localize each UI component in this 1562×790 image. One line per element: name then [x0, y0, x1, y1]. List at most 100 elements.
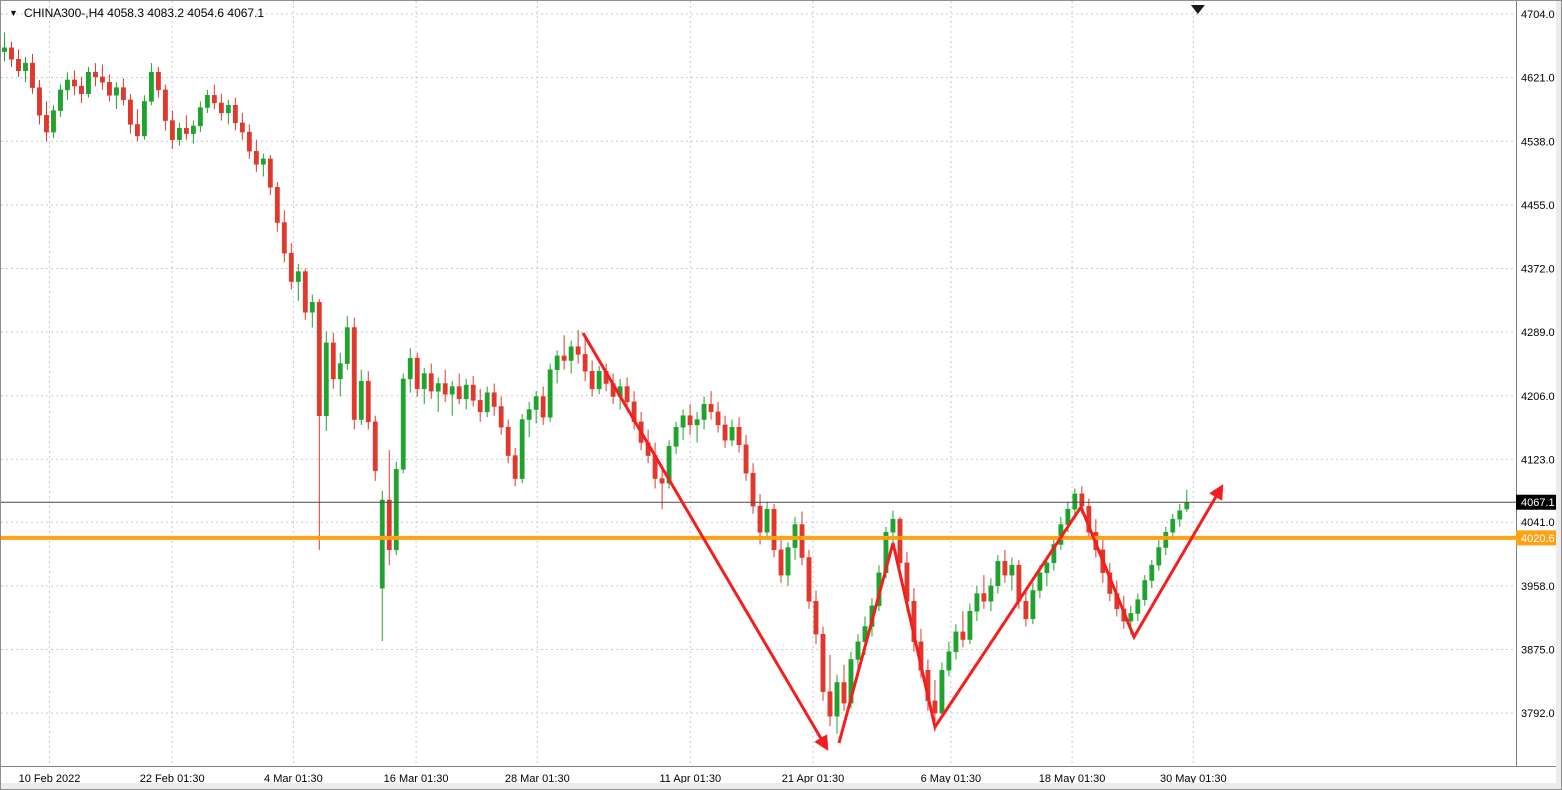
candle-body — [687, 415, 693, 426]
candle — [463, 378, 469, 410]
price-axis[interactable]: 4704.0 4621.0 4538.0 4455.0 4372.0 4289.0 4206… — [1516, 9, 1562, 720]
candle — [715, 401, 721, 433]
candle — [953, 624, 959, 660]
candle — [554, 350, 560, 384]
candle-body — [946, 651, 952, 671]
candle — [302, 268, 308, 320]
candle-body — [708, 403, 714, 413]
candle — [1149, 559, 1155, 589]
candle — [218, 93, 224, 121]
candle-body — [715, 411, 721, 426]
candle-body — [491, 392, 497, 407]
candle — [37, 79, 42, 125]
candle — [253, 139, 259, 172]
candle-body — [554, 355, 560, 370]
candle — [540, 386, 546, 425]
candle — [1142, 575, 1148, 606]
time-axis[interactable]: 10 Feb 2022 22 Feb 01:30 4 Mar 01:30 16 Mar… — [19, 773, 1227, 785]
price-badge-background — [1516, 494, 1561, 510]
candle-body — [694, 419, 700, 426]
candle — [211, 84, 217, 110]
candle — [568, 340, 574, 374]
candle — [9, 41, 14, 67]
candle-body — [407, 357, 413, 380]
candle-body — [890, 518, 896, 533]
candle-body — [330, 342, 336, 380]
candle — [505, 419, 511, 464]
candle — [330, 332, 336, 389]
candle — [533, 391, 539, 424]
candle — [939, 662, 945, 717]
candle — [484, 386, 490, 418]
candle — [393, 461, 399, 556]
window-edge-right — [1556, 1, 1561, 789]
candle-body — [1023, 600, 1029, 620]
candle — [750, 463, 756, 514]
trend-arrows[interactable] — [581, 332, 1224, 751]
candle — [358, 369, 364, 425]
candle — [337, 352, 343, 397]
candle — [974, 585, 980, 622]
candle-body — [582, 354, 588, 372]
candle-body — [1044, 562, 1050, 574]
candle-body — [1037, 572, 1043, 591]
candle — [456, 373, 462, 405]
candle-body — [65, 79, 70, 91]
candle — [274, 181, 280, 232]
candle — [561, 335, 567, 370]
price-tick-label: 4041.0 — [1521, 517, 1555, 529]
time-tick-label: 22 Feb 01:30 — [140, 773, 205, 785]
candle — [114, 82, 119, 110]
window-edge-bottom — [1, 783, 1561, 789]
candle-body — [855, 641, 861, 660]
candle-body — [673, 426, 679, 447]
price-badge-label: 4067.1 — [1521, 497, 1555, 509]
price-badge-label: 4020.6 — [1521, 533, 1555, 545]
candle-body — [148, 72, 154, 102]
candle — [407, 348, 413, 393]
candle-body — [79, 85, 84, 95]
candle — [44, 101, 49, 142]
candle — [281, 210, 287, 263]
candle-body — [827, 691, 833, 717]
candle — [428, 363, 434, 399]
candle — [855, 634, 861, 671]
candle-body — [2, 47, 7, 52]
candle-body — [1184, 501, 1190, 510]
candle — [589, 360, 595, 397]
candle — [176, 122, 182, 146]
time-tick-label: 18 May 01:30 — [1039, 773, 1106, 785]
candle — [232, 97, 238, 131]
candle-body — [134, 124, 140, 137]
candle-body — [414, 357, 420, 390]
candle-body — [281, 222, 287, 254]
candle — [58, 84, 63, 117]
candle — [239, 112, 245, 140]
price-tick-label: 4704.0 — [1521, 9, 1555, 21]
candle-body — [183, 127, 189, 134]
trend-arrow[interactable] — [581, 332, 829, 751]
candle-body — [267, 158, 273, 188]
time-tick-label: 10 Feb 2022 — [19, 773, 81, 785]
candle-body — [778, 549, 784, 576]
candle-body — [30, 62, 35, 88]
chart-shift-marker-icon[interactable] — [1190, 5, 1205, 14]
candle — [764, 501, 770, 540]
candle-body — [988, 585, 994, 602]
price-tick-label: 4455.0 — [1521, 200, 1555, 212]
candle-body — [806, 557, 812, 602]
trend-arrow[interactable] — [837, 484, 1224, 744]
candle-body — [218, 102, 224, 114]
candle-body — [834, 682, 840, 717]
candle-body — [1079, 493, 1085, 507]
candle-body — [316, 301, 322, 416]
candle-body — [729, 426, 735, 441]
candle-body — [1030, 590, 1036, 620]
candle-body — [561, 355, 567, 361]
candle-body — [974, 593, 980, 612]
candle-body — [225, 104, 231, 114]
candle — [86, 66, 91, 98]
candle — [72, 70, 77, 96]
candle-body — [1170, 518, 1176, 533]
